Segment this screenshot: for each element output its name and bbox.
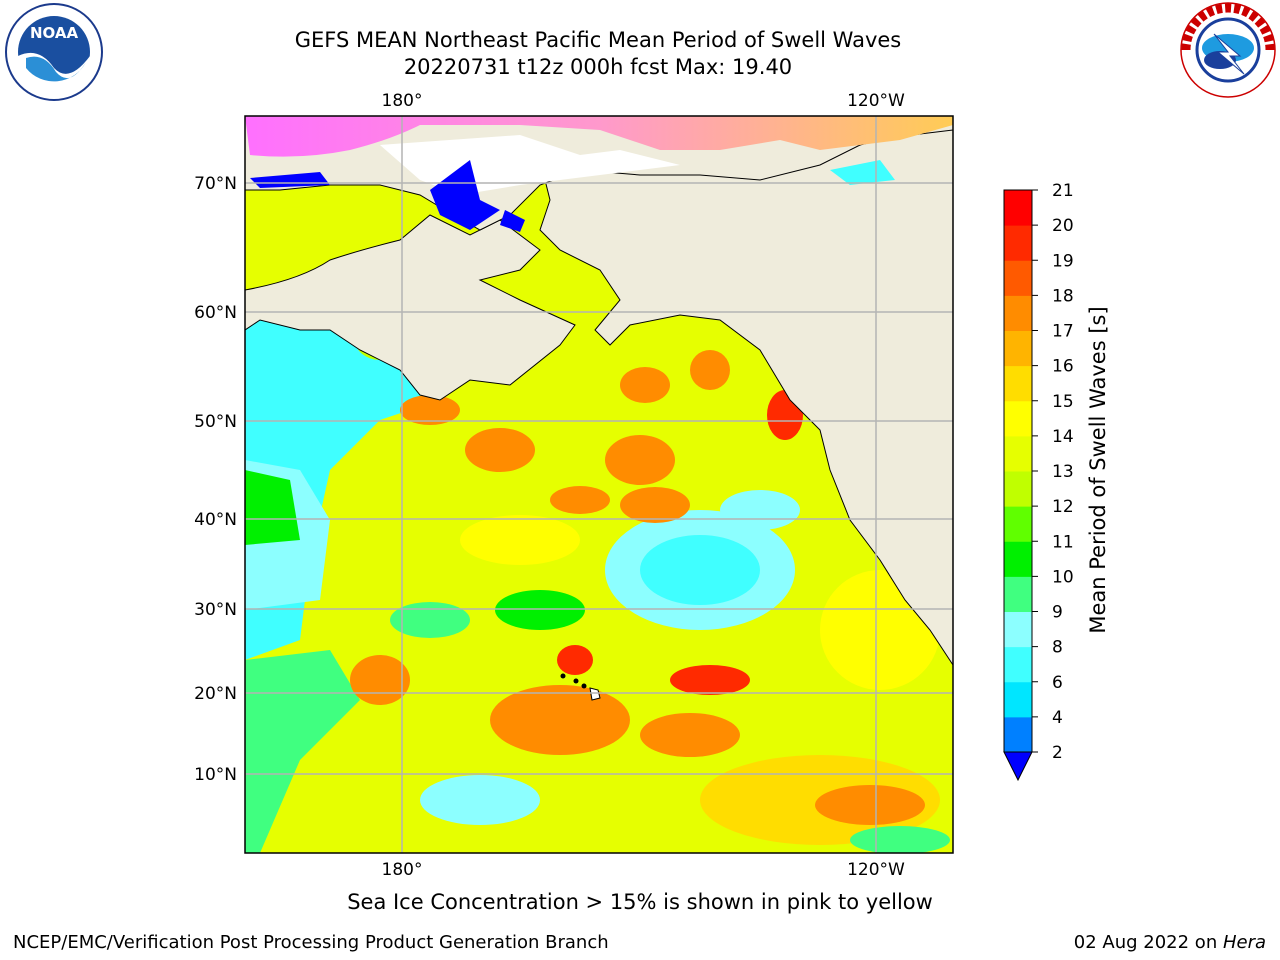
colorbar-tick-label: 8: [1052, 638, 1063, 658]
lat-label-40n: 40°N: [194, 510, 237, 530]
colorbar-segment: [1004, 190, 1032, 226]
map-frame: [244, 115, 954, 854]
land-alaska: [245, 214, 576, 401]
colorbar-tick-label: 19: [1052, 251, 1074, 271]
colorbar-segment: [1004, 260, 1032, 296]
colorbar-label: Mean Period of Swell Waves [s]: [1086, 306, 1110, 634]
colorbar-segment: [1004, 541, 1032, 577]
lat-label-60n: 60°N: [194, 303, 237, 323]
colorbar-segment: [1004, 225, 1032, 261]
colorbar-segment: [1004, 576, 1032, 612]
colorbar: 2 4 6 8 9 10 11 12 13 14 15 16 17 18 19 20 21: [1003, 181, 1074, 782]
colorbar-segment: [1004, 400, 1032, 437]
colorbar-segment: [1004, 506, 1032, 542]
colorbar-tick-label: 2: [1052, 743, 1063, 763]
noaa-logo-text: NOAA: [30, 24, 79, 42]
footer-date-text: 02 Aug 2022 on: [1073, 932, 1223, 953]
footer-date: 02 Aug 2022 on Hera: [1074, 932, 1266, 953]
colorbar-tick-label: 11: [1052, 532, 1074, 552]
title-line2: 20220731 t12z 000h fcst Max: 19.40: [403, 55, 793, 79]
colorbar-tick-label: 14: [1052, 427, 1074, 447]
graticule: [245, 116, 953, 853]
colorbar-tick-label: 12: [1052, 497, 1074, 517]
colorbar-tick-label: 6: [1052, 673, 1063, 693]
nws-logo-icon: [1180, 2, 1276, 98]
lat-label-50n: 50°N: [194, 412, 237, 432]
colorbar-segment: [1004, 471, 1032, 507]
colorbar-segment: [1004, 681, 1032, 718]
lon-label-180-bottom: 180°: [382, 860, 423, 880]
lat-label-30n: 30°N: [194, 600, 237, 620]
footer-host: Hera: [1222, 932, 1266, 953]
colorbar-segment: [1004, 716, 1032, 753]
colorbar-tick-label: 9: [1052, 603, 1063, 623]
colorbar-tick-label: 13: [1052, 462, 1074, 482]
title-line1: GEFS MEAN Northeast Pacific Mean Period …: [294, 28, 902, 52]
colorbar-tick-label: 15: [1052, 392, 1074, 412]
colorbar-segment: [1004, 295, 1032, 331]
colorbar-tick-label: 20: [1052, 216, 1074, 236]
lat-label-20n: 20°N: [194, 684, 237, 704]
colorbar-segment: [1004, 611, 1032, 648]
colorbar-tick-label: 16: [1052, 357, 1074, 377]
colorbar-tick-label: 10: [1052, 567, 1074, 587]
colorbar-tick-label: 21: [1052, 181, 1074, 201]
colorbar-tick-label: 18: [1052, 286, 1074, 306]
footer-credit: NCEP/EMC/Verification Post Processing Pr…: [13, 932, 609, 953]
lon-label-120w-top: 120°W: [847, 91, 905, 111]
colorbar-tick-label: 4: [1052, 708, 1063, 728]
colorbar-tick-label: 17: [1052, 322, 1074, 342]
caption: Sea Ice Concentration > 15% is shown in …: [347, 890, 933, 914]
noaa-logo-icon: NOAA: [5, 3, 103, 101]
lon-label-180-top: 180°: [382, 91, 423, 111]
lon-label-120w-bottom: 120°W: [847, 860, 905, 880]
colorbar-segment: [1004, 330, 1032, 367]
colorbar-segment: [1004, 365, 1032, 402]
colorbar-extend-arrow: [1003, 751, 1033, 782]
colorbar-segment: [1004, 435, 1032, 472]
lat-label-70n: 70°N: [194, 174, 237, 194]
lat-label-10n: 10°N: [194, 765, 237, 785]
colorbar-segment: [1004, 646, 1032, 683]
map-area: [245, 116, 953, 853]
